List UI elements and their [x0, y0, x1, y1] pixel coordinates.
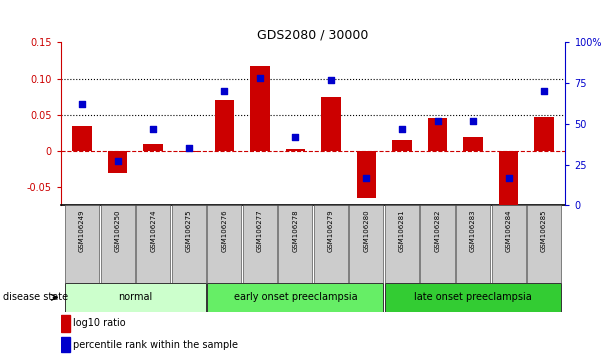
- Text: GSM106283: GSM106283: [470, 209, 476, 252]
- FancyBboxPatch shape: [207, 205, 241, 283]
- Bar: [72, 126, 92, 151]
- FancyBboxPatch shape: [243, 205, 277, 283]
- Point: [539, 88, 549, 94]
- Bar: [61, 337, 70, 352]
- FancyBboxPatch shape: [100, 205, 135, 283]
- Point: [77, 102, 87, 107]
- Point: [397, 126, 407, 132]
- FancyBboxPatch shape: [421, 205, 455, 283]
- FancyBboxPatch shape: [314, 205, 348, 283]
- Text: early onset preeclampsia: early onset preeclampsia: [233, 292, 357, 302]
- Bar: [321, 97, 340, 151]
- Text: GSM106281: GSM106281: [399, 209, 405, 252]
- Title: GDS2080 / 30000: GDS2080 / 30000: [257, 28, 369, 41]
- FancyBboxPatch shape: [65, 283, 206, 312]
- Bar: [179, 151, 198, 153]
- Bar: [499, 151, 519, 205]
- FancyBboxPatch shape: [385, 205, 419, 283]
- Text: GSM106275: GSM106275: [185, 209, 192, 252]
- Text: GSM106282: GSM106282: [435, 209, 441, 252]
- Text: percentile rank within the sample: percentile rank within the sample: [74, 339, 238, 350]
- Text: GSM106285: GSM106285: [541, 209, 547, 252]
- FancyBboxPatch shape: [65, 205, 99, 283]
- Text: GSM106279: GSM106279: [328, 209, 334, 252]
- Text: GSM106276: GSM106276: [221, 209, 227, 252]
- Bar: [392, 140, 412, 151]
- FancyBboxPatch shape: [456, 205, 490, 283]
- Point: [113, 159, 123, 164]
- FancyBboxPatch shape: [385, 283, 561, 312]
- FancyBboxPatch shape: [350, 205, 384, 283]
- Bar: [286, 149, 305, 151]
- Text: GSM106280: GSM106280: [364, 209, 370, 252]
- FancyBboxPatch shape: [207, 283, 384, 312]
- Point: [148, 126, 158, 132]
- FancyBboxPatch shape: [278, 205, 313, 283]
- Text: disease state: disease state: [3, 292, 68, 302]
- Text: GSM106278: GSM106278: [292, 209, 299, 252]
- FancyBboxPatch shape: [171, 205, 206, 283]
- Point: [503, 175, 513, 181]
- Bar: [215, 101, 234, 151]
- Point: [255, 75, 264, 81]
- Text: GSM106274: GSM106274: [150, 209, 156, 252]
- Point: [468, 118, 478, 124]
- Point: [433, 118, 443, 124]
- Point: [291, 134, 300, 140]
- Bar: [428, 119, 447, 151]
- Text: GSM106277: GSM106277: [257, 209, 263, 252]
- Point: [362, 175, 371, 181]
- Bar: [463, 137, 483, 151]
- Bar: [143, 144, 163, 151]
- Point: [184, 145, 193, 151]
- Bar: [357, 151, 376, 198]
- Text: GSM106284: GSM106284: [506, 209, 511, 252]
- Bar: [534, 117, 554, 151]
- Text: normal: normal: [119, 292, 153, 302]
- Bar: [108, 151, 128, 173]
- Point: [326, 77, 336, 83]
- Point: [219, 88, 229, 94]
- Text: GSM106249: GSM106249: [79, 209, 85, 252]
- FancyBboxPatch shape: [491, 205, 526, 283]
- Text: late onset preeclampsia: late onset preeclampsia: [414, 292, 532, 302]
- Bar: [250, 66, 269, 151]
- Text: GSM106250: GSM106250: [115, 209, 120, 252]
- FancyBboxPatch shape: [136, 205, 170, 283]
- Text: log10 ratio: log10 ratio: [74, 318, 126, 329]
- FancyBboxPatch shape: [527, 205, 561, 283]
- Bar: [61, 315, 70, 332]
